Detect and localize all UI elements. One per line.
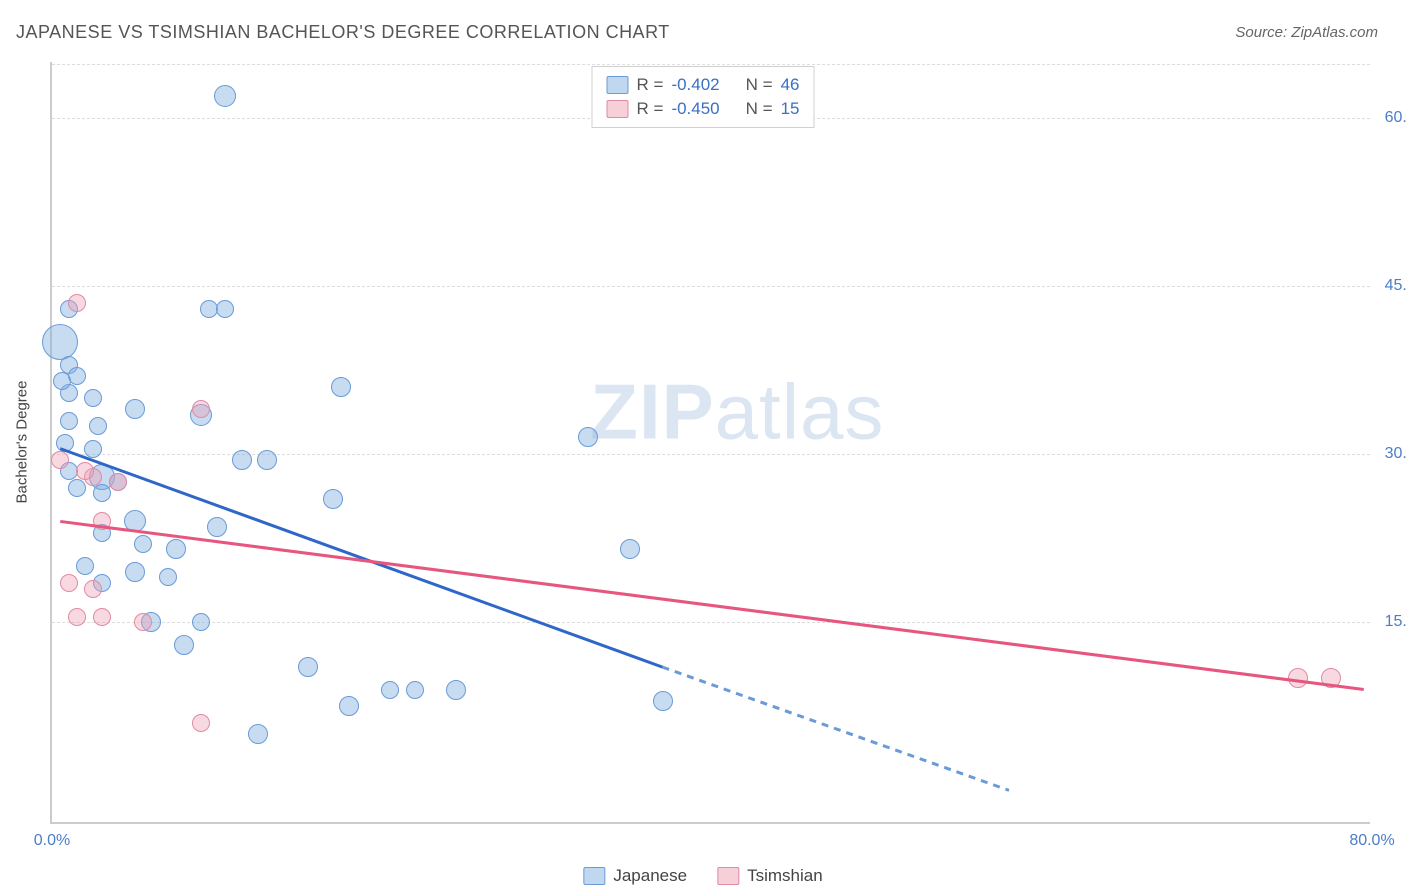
data-point-tsimshian: [1321, 668, 1341, 688]
data-point-japanese: [174, 635, 194, 655]
y-axis-title: Bachelor's Degree: [14, 381, 31, 504]
chart-container: JAPANESE VS TSIMSHIAN BACHELOR'S DEGREE …: [0, 0, 1406, 892]
data-point-japanese: [653, 691, 673, 711]
series-legend: Japanese Tsimshian: [583, 866, 822, 886]
data-point-tsimshian: [1288, 668, 1308, 688]
corr-row-tsimshian: R = -0.450 N = 15: [607, 97, 800, 121]
n-label: N =: [746, 99, 773, 119]
legend-label-japanese: Japanese: [613, 866, 687, 886]
r-label: R =: [637, 75, 664, 95]
r-value-japanese: -0.402: [671, 75, 719, 95]
source-prefix: Source:: [1235, 24, 1291, 41]
data-point-japanese: [84, 440, 102, 458]
data-point-japanese: [323, 489, 343, 509]
gridline: [52, 622, 1370, 623]
legend-label-tsimshian: Tsimshian: [747, 866, 823, 886]
swatch-pink-icon: [717, 867, 739, 885]
data-point-japanese: [53, 372, 71, 390]
n-value-tsimshian: 15: [781, 99, 800, 119]
watermark: ZIPatlas: [590, 366, 884, 457]
x-tick-label: 80.0%: [1349, 832, 1394, 850]
swatch-blue-icon: [607, 76, 629, 94]
data-point-japanese: [406, 681, 424, 699]
n-value-japanese: 46: [781, 75, 800, 95]
n-label: N =: [746, 75, 773, 95]
source-attribution: Source: ZipAtlas.com: [1235, 24, 1378, 41]
data-point-japanese: [200, 300, 218, 318]
data-point-japanese: [248, 724, 268, 744]
data-point-tsimshian: [68, 608, 86, 626]
legend-item-japanese: Japanese: [583, 866, 687, 886]
gridline: [52, 64, 1370, 65]
trend-line: [60, 449, 662, 668]
trendlines-svg: [52, 62, 1370, 822]
data-point-tsimshian: [109, 473, 127, 491]
swatch-pink-icon: [607, 100, 629, 118]
data-point-japanese: [331, 377, 351, 397]
data-point-japanese: [125, 399, 145, 419]
data-point-japanese: [578, 427, 598, 447]
data-point-japanese: [84, 389, 102, 407]
data-point-japanese: [232, 450, 252, 470]
source-name: ZipAtlas.com: [1291, 24, 1378, 41]
data-point-tsimshian: [76, 462, 94, 480]
watermark-bold: ZIP: [590, 367, 714, 455]
data-point-tsimshian: [134, 613, 152, 631]
data-point-japanese: [60, 412, 78, 430]
legend-item-tsimshian: Tsimshian: [717, 866, 823, 886]
data-point-japanese: [216, 300, 234, 318]
data-point-tsimshian: [84, 580, 102, 598]
y-tick-label: 30.0%: [1375, 445, 1406, 463]
chart-title: JAPANESE VS TSIMSHIAN BACHELOR'S DEGREE …: [16, 22, 670, 43]
data-point-japanese: [125, 562, 145, 582]
data-point-tsimshian: [192, 400, 210, 418]
data-point-tsimshian: [93, 608, 111, 626]
data-point-japanese: [93, 484, 111, 502]
data-point-japanese: [159, 568, 177, 586]
data-point-japanese: [298, 657, 318, 677]
data-point-japanese: [124, 510, 146, 532]
y-tick-label: 15.0%: [1375, 613, 1406, 631]
data-point-japanese: [56, 434, 74, 452]
data-point-tsimshian: [192, 714, 210, 732]
data-point-japanese: [192, 613, 210, 631]
plot-area: ZIPatlas Bachelor's Degree 15.0%30.0%45.…: [50, 62, 1370, 824]
plot-inner: ZIPatlas Bachelor's Degree 15.0%30.0%45.…: [50, 62, 1370, 824]
data-point-japanese: [214, 85, 236, 107]
r-label: R =: [637, 99, 664, 119]
data-point-tsimshian: [51, 451, 69, 469]
data-point-japanese: [166, 539, 186, 559]
data-point-tsimshian: [60, 574, 78, 592]
data-point-tsimshian: [93, 512, 111, 530]
data-point-japanese: [381, 681, 399, 699]
data-point-japanese: [207, 517, 227, 537]
trend-line: [663, 667, 1010, 790]
data-point-japanese: [89, 417, 107, 435]
swatch-blue-icon: [583, 867, 605, 885]
corr-row-japanese: R = -0.402 N = 46: [607, 73, 800, 97]
data-point-japanese: [68, 479, 86, 497]
data-point-japanese: [339, 696, 359, 716]
y-tick-label: 60.0%: [1375, 109, 1406, 127]
gridline: [52, 286, 1370, 287]
data-point-japanese: [76, 557, 94, 575]
x-tick-label: 0.0%: [34, 832, 70, 850]
correlation-legend: R = -0.402 N = 46 R = -0.450 N = 15: [592, 66, 815, 128]
trend-line: [60, 521, 1364, 689]
r-value-tsimshian: -0.450: [671, 99, 719, 119]
data-point-japanese: [42, 324, 78, 360]
data-point-japanese: [446, 680, 466, 700]
y-tick-label: 45.0%: [1375, 277, 1406, 295]
data-point-japanese: [620, 539, 640, 559]
data-point-japanese: [257, 450, 277, 470]
data-point-tsimshian: [68, 294, 86, 312]
data-point-japanese: [134, 535, 152, 553]
watermark-light: atlas: [715, 367, 885, 455]
